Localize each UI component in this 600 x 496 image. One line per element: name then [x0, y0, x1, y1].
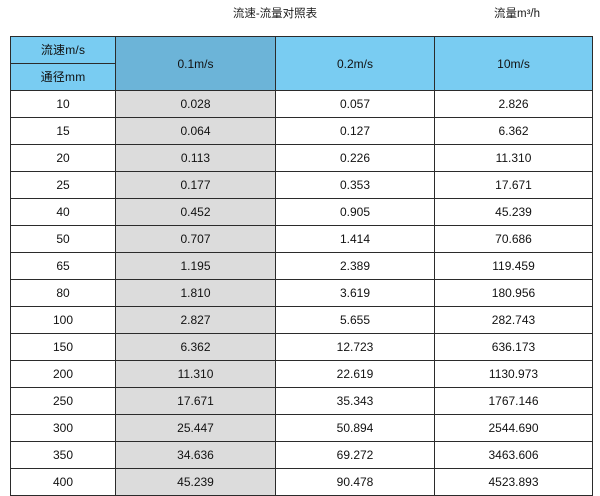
cell-flow-rate: 1.195 [115, 252, 276, 280]
table-row: 250 17.671 35.343 1767.146 [10, 387, 593, 415]
cell-nominal-diameter: 15 [10, 117, 116, 145]
cell-flow-rate: 90.478 [275, 468, 435, 496]
cell-flow-rate: 25.447 [115, 414, 276, 442]
cell-nominal-diameter: 40 [10, 198, 116, 226]
flow-unit-note: 流量m³/h [494, 8, 540, 20]
cell-flow-rate: 11.310 [115, 360, 276, 388]
corner-header-velocity-label: 流速m/s [10, 36, 116, 64]
cell-flow-rate: 35.343 [275, 387, 435, 415]
cell-nominal-diameter: 25 [10, 171, 116, 199]
cell-flow-rate: 50.894 [275, 414, 435, 442]
cell-flow-rate: 22.619 [275, 360, 435, 388]
cell-nominal-diameter: 65 [10, 252, 116, 280]
table-row: 100 2.827 5.655 282.743 [10, 306, 593, 334]
cell-nominal-diameter: 350 [10, 441, 116, 469]
table-row: 150 6.362 12.723 636.173 [10, 333, 593, 361]
header-row-bottom: 通径mm [10, 63, 593, 91]
table-row: 400 45.239 90.478 4523.893 [10, 468, 593, 496]
table-body: 10 0.028 0.057 2.826 15 0.064 0.127 6.362 20 0.11… [10, 90, 593, 496]
table-row: 25 0.177 0.353 17.671 [10, 171, 593, 199]
cell-flow-rate: 0.127 [275, 117, 435, 145]
table-title: 流速-流量对照表 [232, 8, 318, 20]
cell-flow-rate: 0.353 [275, 171, 435, 199]
table-row: 65 1.195 2.389 119.459 [10, 252, 593, 280]
flow-table-container: 流速m/s 0.1m/s 0.2m/s 10m/s 通径mm 10 0.028 0.… [10, 36, 593, 496]
cell-nominal-diameter: 80 [10, 279, 116, 307]
cell-flow-rate: 0.028 [115, 90, 276, 118]
cell-nominal-diameter: 150 [10, 333, 116, 361]
cell-flow-rate: 70.686 [434, 225, 593, 253]
cell-flow-rate: 1767.146 [434, 387, 593, 415]
cell-flow-rate: 45.239 [115, 468, 276, 496]
cell-flow-rate: 0.707 [115, 225, 276, 253]
table-row: 50 0.707 1.414 70.686 [10, 225, 593, 253]
cell-flow-rate: 45.239 [434, 198, 593, 226]
cell-flow-rate: 0.113 [115, 144, 276, 172]
cell-flow-rate: 11.310 [434, 144, 593, 172]
cell-flow-rate: 2.826 [434, 90, 593, 118]
cell-nominal-diameter: 20 [10, 144, 116, 172]
table-row: 15 0.064 0.127 6.362 [10, 117, 593, 145]
cell-flow-rate: 17.671 [434, 171, 593, 199]
caption-row: 流速-流量对照表 流量m³/h [0, 0, 600, 36]
cell-flow-rate: 2.827 [115, 306, 276, 334]
table-header: 流速m/s 0.1m/s 0.2m/s 10m/s 通径mm [10, 36, 593, 91]
table-row: 10 0.028 0.057 2.826 [10, 90, 593, 118]
cell-flow-rate: 0.452 [115, 198, 276, 226]
cell-flow-rate: 0.905 [275, 198, 435, 226]
cell-flow-rate: 0.057 [275, 90, 435, 118]
cell-nominal-diameter: 400 [10, 468, 116, 496]
header-row-top: 流速m/s 0.1m/s 0.2m/s 10m/s [10, 36, 593, 91]
table-row: 40 0.452 0.905 45.239 [10, 198, 593, 226]
cell-flow-rate: 2.389 [275, 252, 435, 280]
cell-flow-rate: 282.743 [434, 306, 593, 334]
table-row: 20 0.113 0.226 11.310 [10, 144, 593, 172]
table-row: 300 25.447 50.894 2544.690 [10, 414, 593, 442]
cell-nominal-diameter: 10 [10, 90, 116, 118]
cell-flow-rate: 3.619 [275, 279, 435, 307]
cell-nominal-diameter: 250 [10, 387, 116, 415]
column-header-velocity-1: 0.2m/s [275, 36, 435, 91]
cell-flow-rate: 6.362 [434, 117, 593, 145]
cell-nominal-diameter: 200 [10, 360, 116, 388]
table-row: 200 11.310 22.619 1130.973 [10, 360, 593, 388]
cell-flow-rate: 3463.606 [434, 441, 593, 469]
cell-flow-rate: 180.956 [434, 279, 593, 307]
cell-flow-rate: 0.064 [115, 117, 276, 145]
flow-velocity-table: 流速m/s 0.1m/s 0.2m/s 10m/s 通径mm 10 0.028 0.… [10, 36, 593, 496]
cell-flow-rate: 6.362 [115, 333, 276, 361]
cell-flow-rate: 636.173 [434, 333, 593, 361]
corner-header-diameter-label: 通径mm [10, 63, 116, 91]
table-row: 80 1.810 3.619 180.956 [10, 279, 593, 307]
cell-flow-rate: 4523.893 [434, 468, 593, 496]
cell-nominal-diameter: 50 [10, 225, 116, 253]
cell-flow-rate: 1130.973 [434, 360, 593, 388]
cell-nominal-diameter: 300 [10, 414, 116, 442]
column-header-velocity-2: 10m/s [434, 36, 593, 91]
cell-flow-rate: 17.671 [115, 387, 276, 415]
cell-flow-rate: 119.459 [434, 252, 593, 280]
cell-flow-rate: 0.177 [115, 171, 276, 199]
cell-flow-rate: 1.414 [275, 225, 435, 253]
cell-nominal-diameter: 100 [10, 306, 116, 334]
cell-flow-rate: 69.272 [275, 441, 435, 469]
cell-flow-rate: 2544.690 [434, 414, 593, 442]
cell-flow-rate: 1.810 [115, 279, 276, 307]
table-row: 350 34.636 69.272 3463.606 [10, 441, 593, 469]
column-header-velocity-0: 0.1m/s [115, 36, 276, 91]
cell-flow-rate: 5.655 [275, 306, 435, 334]
cell-flow-rate: 0.226 [275, 144, 435, 172]
cell-flow-rate: 34.636 [115, 441, 276, 469]
cell-flow-rate: 12.723 [275, 333, 435, 361]
